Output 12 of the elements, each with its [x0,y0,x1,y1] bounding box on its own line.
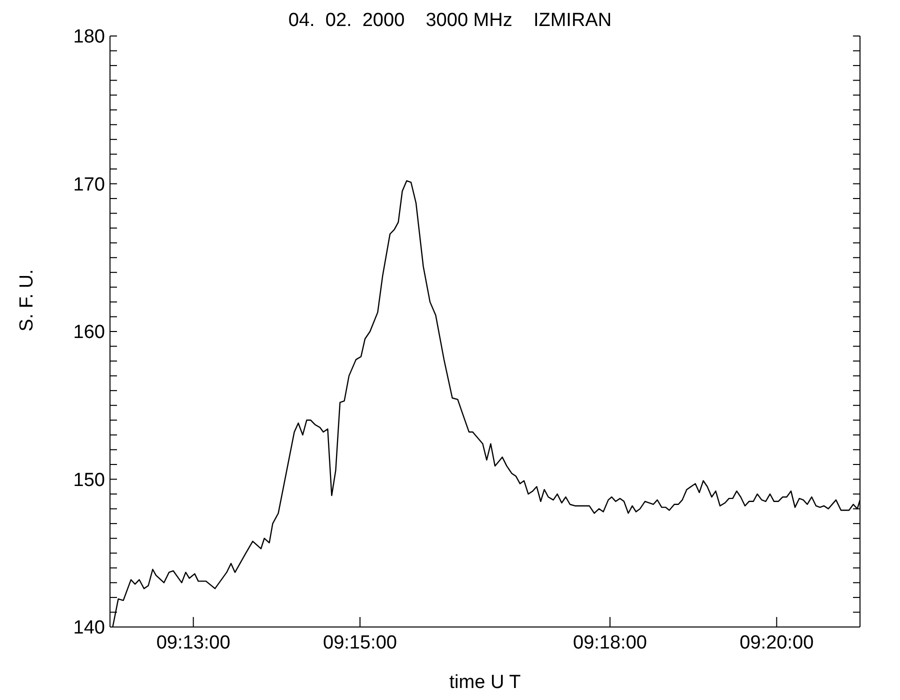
y-tick-label: 180 [73,26,105,48]
x-tick-label: 09:15:00 [323,632,397,654]
y-axis-title: S. F. U. [16,269,38,332]
x-tick-label: 09:20:00 [740,632,814,654]
x-tick-label: 09:18:00 [573,632,647,654]
chart-title: 04. 02. 2000 3000 MHz IZMIRAN [288,10,612,31]
x-axis-title: time U T [449,672,522,693]
y-tick-label: 160 [73,322,105,344]
x-tick-label: 09:13:00 [156,632,230,654]
y-tick-label: 170 [73,174,105,196]
y-tick-label: 140 [73,618,105,639]
y-tick-label: 150 [73,470,105,491]
